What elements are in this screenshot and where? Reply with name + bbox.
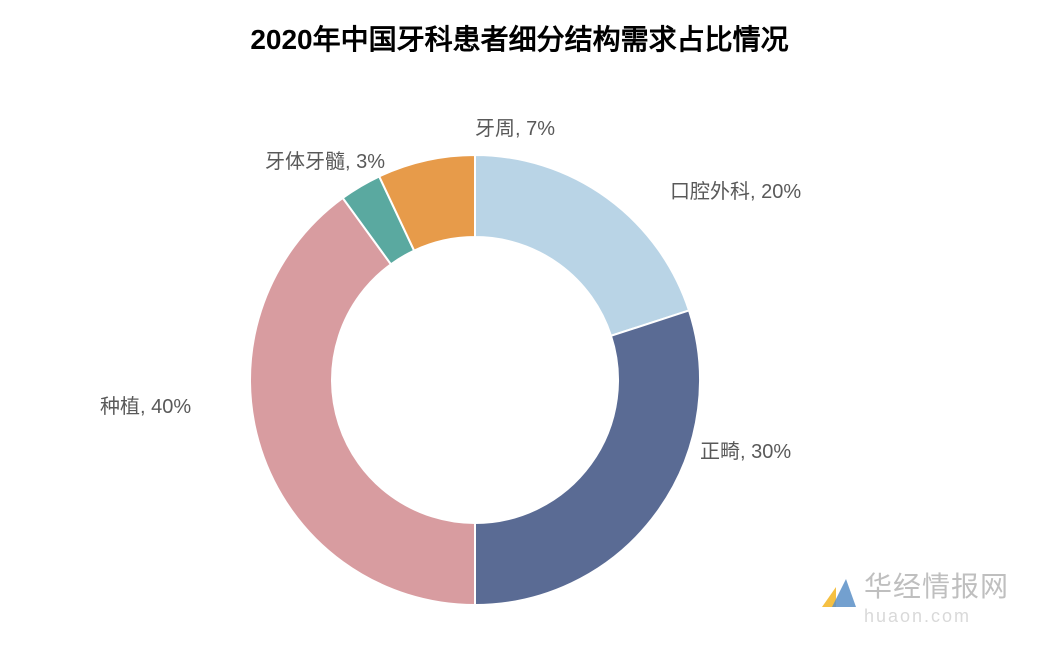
watermark-text-cn: 华经情报网 bbox=[864, 571, 1009, 602]
slice-口腔外科 bbox=[475, 155, 689, 336]
slice-label-正畸: 正畸, 30% bbox=[700, 435, 791, 464]
donut-chart bbox=[0, 0, 1039, 657]
slice-label-牙体牙髓: 牙体牙髓, 3% bbox=[265, 145, 385, 174]
slice-label-牙周: 牙周, 7% bbox=[475, 112, 555, 141]
watermark: 华经情报网 huaon.com bbox=[822, 572, 1009, 627]
slice-正畸 bbox=[475, 310, 700, 605]
slice-种植 bbox=[250, 198, 475, 605]
slice-label-种植: 种植, 40% bbox=[100, 390, 191, 419]
watermark-icon bbox=[822, 577, 856, 607]
slice-label-口腔外科: 口腔外科, 20% bbox=[670, 175, 801, 204]
watermark-text-en: huaon.com bbox=[864, 607, 1009, 627]
